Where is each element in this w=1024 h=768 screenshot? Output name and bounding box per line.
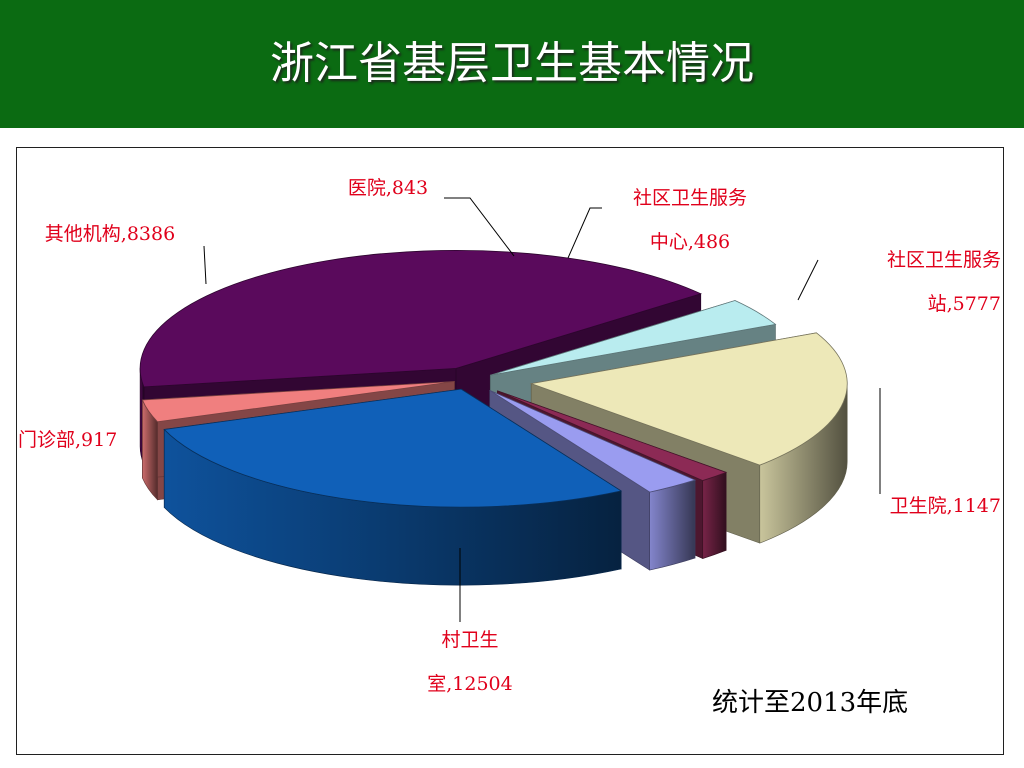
pie-slice-top bbox=[141, 381, 455, 423]
slice-label: 卫生院,1147 bbox=[890, 495, 1001, 517]
slice-label: 其他机构,8386 bbox=[45, 223, 175, 245]
pie-slice-top bbox=[163, 388, 623, 508]
page-title: 浙江省基层卫生基本情况 bbox=[270, 38, 754, 89]
leader-line bbox=[567, 207, 602, 259]
leader-line bbox=[203, 245, 207, 285]
leader-line bbox=[797, 259, 819, 301]
statistics-note: 统计至2013年底 bbox=[712, 688, 909, 718]
header-bar: 浙江省基层卫生基本情况 bbox=[0, 0, 1024, 128]
pie-slice-top bbox=[490, 300, 777, 376]
pie-slice bbox=[163, 388, 623, 586]
chart-frame bbox=[16, 147, 1004, 755]
slice-label: 村卫生室,12504 bbox=[427, 629, 512, 695]
leader-line bbox=[444, 197, 515, 257]
slice-label: 门诊部,917 bbox=[18, 429, 117, 451]
pie-slice-side bbox=[702, 471, 727, 559]
pie-slice-side bbox=[649, 479, 696, 571]
pie-slice-top bbox=[489, 389, 697, 493]
slice-label: 医院,843 bbox=[348, 177, 428, 199]
pie-slice-top bbox=[529, 332, 848, 466]
slice-label: 社区卫生服务站,5777 bbox=[887, 249, 1001, 315]
pie-slice-top bbox=[497, 390, 728, 481]
pie-slice-top bbox=[139, 250, 702, 388]
slice-label: 社区卫生服务中心,486 bbox=[633, 187, 747, 253]
